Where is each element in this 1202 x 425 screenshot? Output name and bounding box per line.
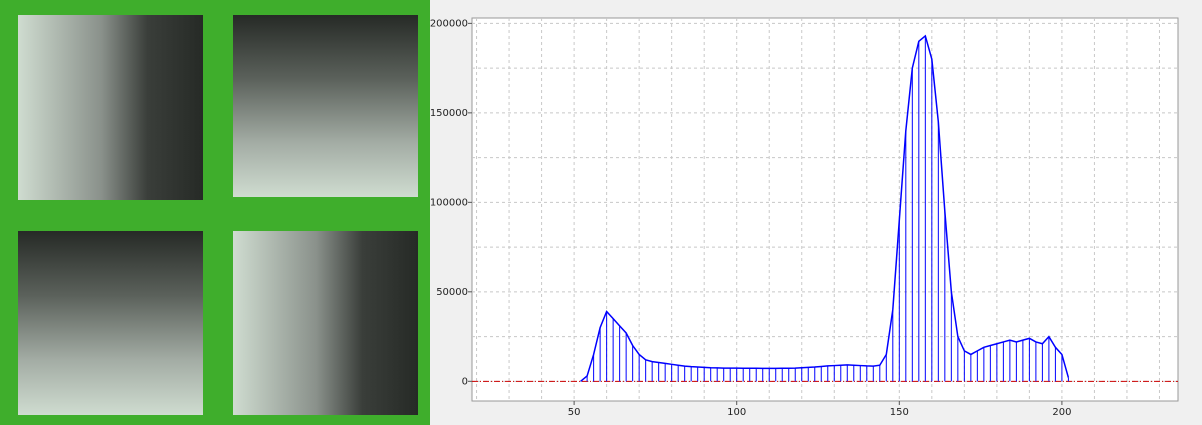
y-tick-label: 150000 bbox=[430, 108, 468, 119]
x-tick-label: 50 bbox=[568, 407, 581, 418]
page: {"chart_data": {"type": "histogram", "x"… bbox=[0, 0, 1202, 425]
x-tick-label: 200 bbox=[1052, 407, 1071, 418]
x-tick-label: 150 bbox=[890, 407, 909, 418]
gradient-square bbox=[18, 231, 203, 415]
y-tick-label: 0 bbox=[462, 376, 468, 387]
screen: 50 100 150 200 0 50000 100000 150000 200000 bbox=[0, 0, 1202, 425]
y-tick-label: 200000 bbox=[430, 18, 468, 29]
y-tick-label: 50000 bbox=[436, 287, 468, 298]
gradient-square bbox=[233, 15, 418, 197]
plot-area bbox=[472, 18, 1178, 401]
photo bbox=[0, 0, 430, 425]
gradient-square bbox=[233, 231, 418, 415]
y-tick-label: 100000 bbox=[430, 197, 468, 208]
gradient-square bbox=[18, 15, 203, 200]
x-tick-label: 100 bbox=[727, 407, 746, 418]
